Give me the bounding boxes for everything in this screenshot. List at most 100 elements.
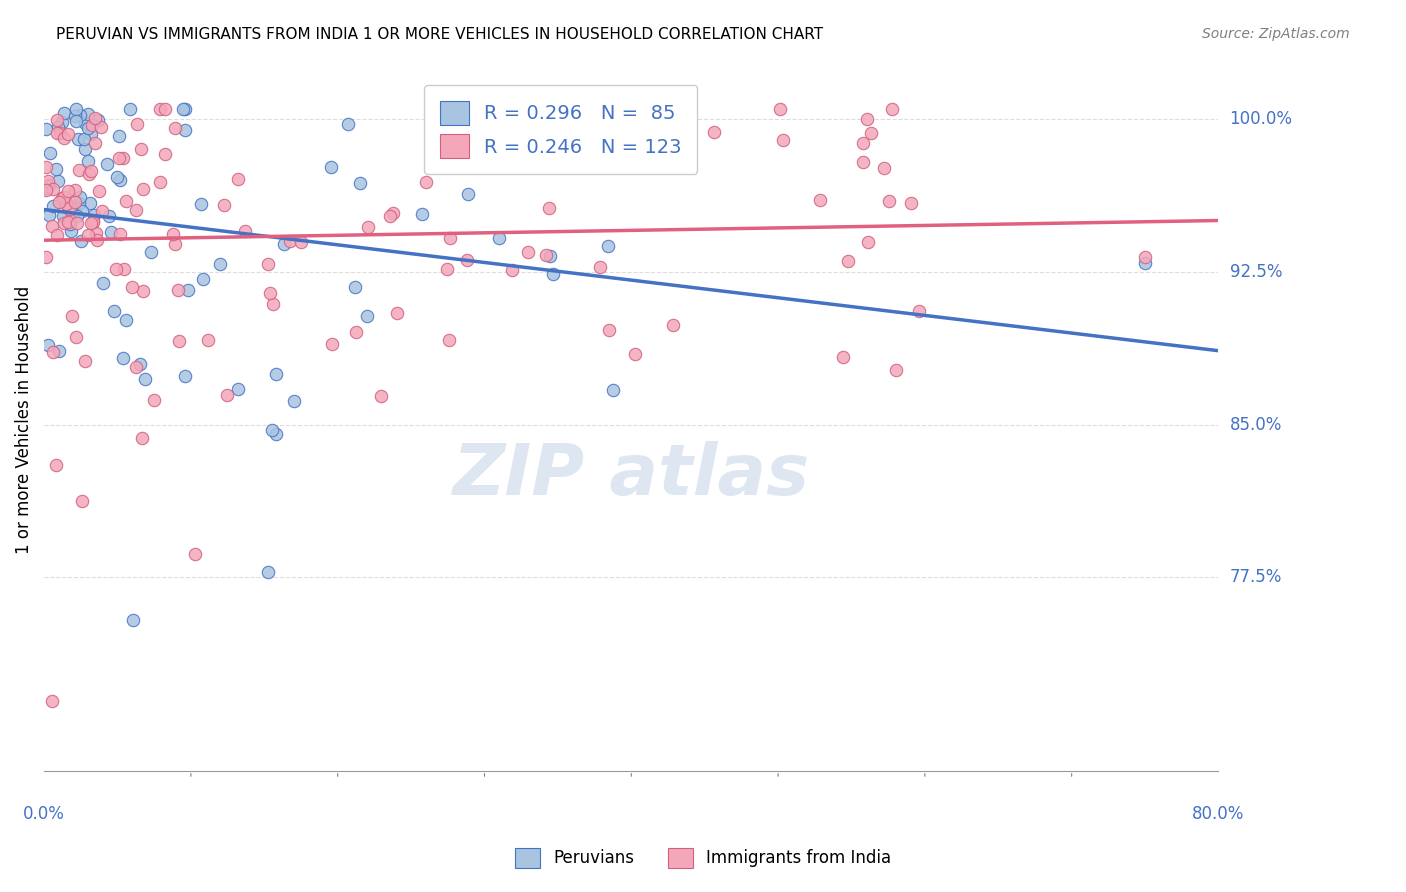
Point	[128, 357, 150, 371]
Point	[190, 196, 212, 211]
Point	[832, 350, 855, 364]
Point	[215, 388, 238, 402]
Point	[65, 103, 87, 117]
Point	[60, 207, 83, 221]
Point	[51, 191, 73, 205]
Point	[38, 145, 60, 160]
Point	[69, 196, 91, 211]
Point	[536, 248, 558, 262]
Point	[82, 214, 104, 228]
Point	[378, 210, 401, 224]
Point	[53, 105, 76, 120]
Point	[65, 330, 87, 344]
Point	[56, 184, 79, 198]
Text: 92.5%: 92.5%	[1230, 263, 1282, 281]
Point	[111, 151, 134, 165]
Point	[37, 338, 59, 352]
Point	[82, 214, 104, 228]
Point	[56, 127, 79, 141]
Text: 85.0%: 85.0%	[1230, 416, 1282, 434]
Point	[598, 323, 620, 337]
Point	[69, 108, 91, 122]
Point	[167, 334, 190, 349]
Point	[908, 304, 931, 318]
Point	[107, 151, 129, 165]
Point	[41, 219, 63, 234]
Point	[53, 130, 76, 145]
Point	[35, 179, 58, 194]
Point	[98, 210, 121, 224]
Point	[112, 262, 135, 277]
Point	[80, 118, 103, 132]
Point	[212, 198, 235, 212]
Point	[80, 163, 103, 178]
Point	[69, 190, 91, 204]
Point	[90, 120, 112, 134]
Point	[48, 194, 70, 209]
Point	[226, 383, 249, 397]
Point	[177, 284, 200, 298]
Point	[543, 267, 565, 281]
Point	[77, 228, 100, 243]
Point	[37, 178, 59, 192]
Point	[1133, 250, 1156, 264]
Point	[76, 120, 98, 135]
Text: Source: ZipAtlas.com: Source: ZipAtlas.com	[1202, 27, 1350, 41]
Point	[209, 257, 232, 271]
Point	[80, 216, 103, 230]
Point	[872, 161, 894, 175]
Point	[79, 167, 101, 181]
Legend: Peruvians, Immigrants from India: Peruvians, Immigrants from India	[509, 841, 897, 875]
Point	[37, 174, 59, 188]
Point	[59, 213, 82, 227]
Point	[415, 175, 437, 189]
Point	[112, 351, 135, 366]
Point	[257, 565, 280, 579]
Point	[191, 272, 214, 286]
Point	[356, 309, 378, 323]
Point	[344, 279, 367, 293]
Point	[273, 237, 295, 252]
Point	[624, 347, 647, 361]
Point	[162, 227, 184, 242]
Point	[34, 250, 56, 264]
Point	[703, 125, 725, 139]
Point	[488, 231, 510, 245]
Point	[58, 202, 80, 217]
Point	[124, 359, 146, 374]
Point	[121, 280, 143, 294]
Point	[46, 112, 69, 127]
Point	[66, 209, 89, 223]
Point	[172, 102, 194, 116]
Point	[108, 227, 131, 241]
Point	[537, 201, 560, 215]
Point	[578, 153, 600, 168]
Point	[259, 285, 281, 300]
Point	[60, 224, 83, 238]
Point	[45, 161, 67, 176]
Point	[589, 260, 612, 275]
Point	[103, 303, 125, 318]
Point	[132, 285, 155, 299]
Point	[900, 196, 922, 211]
Point	[120, 102, 142, 116]
Point	[34, 183, 56, 197]
Point	[173, 369, 195, 384]
Point	[76, 153, 98, 168]
Point	[73, 142, 96, 156]
Point	[437, 333, 460, 347]
Point	[105, 169, 128, 184]
Y-axis label: 1 or more Vehicles in Household: 1 or more Vehicles in Household	[15, 285, 32, 554]
Point	[38, 208, 60, 222]
Point	[73, 132, 96, 146]
Text: 100.0%: 100.0%	[1230, 111, 1292, 128]
Point	[283, 393, 305, 408]
Text: PERUVIAN VS IMMIGRANTS FROM INDIA 1 OR MORE VEHICLES IN HOUSEHOLD CORRELATION CH: PERUVIAN VS IMMIGRANTS FROM INDIA 1 OR M…	[56, 27, 824, 42]
Point	[107, 128, 129, 143]
Point	[122, 613, 145, 627]
Point	[134, 371, 156, 385]
Point	[114, 313, 136, 327]
Point	[125, 117, 148, 131]
Point	[86, 233, 108, 247]
Point	[149, 102, 172, 116]
